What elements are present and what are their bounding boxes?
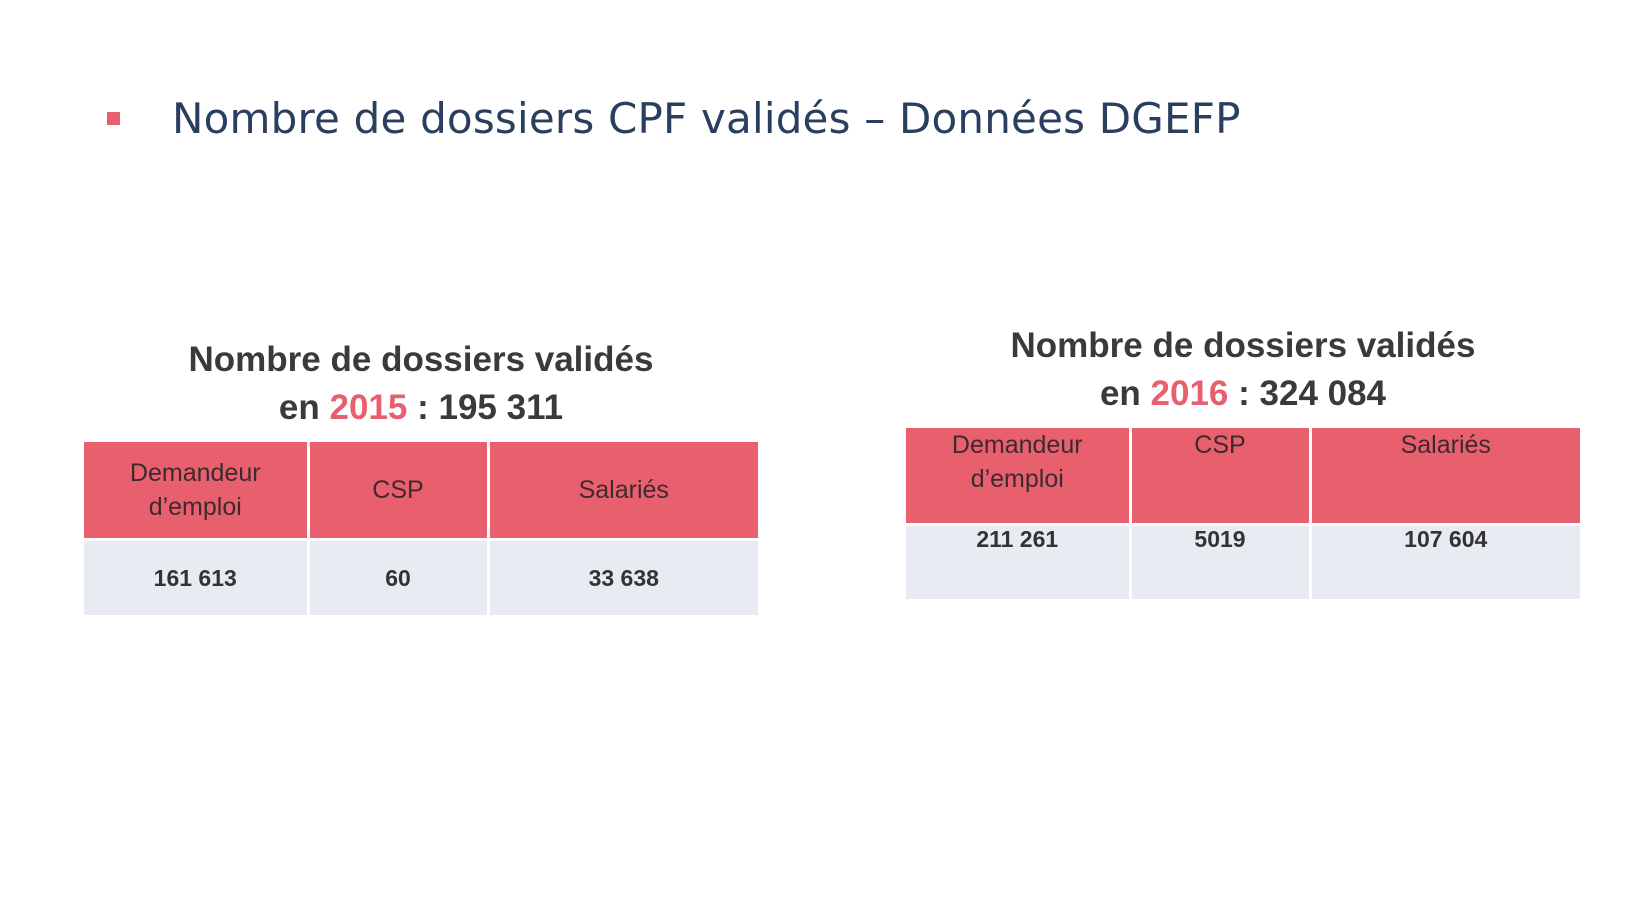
panel-2015: Nombre de dossiers validés en 2015 : 195…: [84, 336, 758, 615]
column-header-demandeur: Demandeur d’emploi: [906, 428, 1132, 526]
cell-salaries: 33 638: [488, 539, 758, 615]
panel-heading-line1: Nombre de dossiers validés: [188, 340, 654, 379]
panel-heading-line2: en 2016 : 324 084: [906, 370, 1580, 418]
table-row: 211 261 5019 107 604: [906, 524, 1580, 599]
slide-title: Nombre de dossiers CPF validés – Données…: [107, 88, 1241, 148]
heading-prefix: en: [278, 388, 330, 427]
panel-heading-line2: en 2015 : 195 311: [84, 384, 758, 432]
column-header-csp: CSP: [308, 442, 490, 541]
heading-total: : 324 084: [1228, 374, 1387, 413]
cell-demandeur: 211 261: [906, 524, 1132, 599]
cell-demandeur: 161 613: [84, 539, 310, 615]
column-header-csp: CSP: [1130, 428, 1312, 526]
slide-title-text: Nombre de dossiers CPF validés – Données…: [172, 93, 1241, 143]
table-header-row: Demandeur d’emploi CSP Salariés: [906, 428, 1580, 526]
table-row: 161 613 60 33 638: [84, 539, 758, 615]
column-header-demandeur: Demandeur d’emploi: [84, 442, 310, 541]
cell-csp: 5019: [1130, 524, 1312, 599]
table-header-row: Demandeur d’emploi CSP Salariés: [84, 442, 758, 541]
cell-salaries: 107 604: [1310, 524, 1580, 599]
heading-year: 2016: [1150, 374, 1229, 413]
cell-csp: 60: [308, 539, 490, 615]
panel-heading: Nombre de dossiers validés en 2016 : 324…: [906, 322, 1580, 418]
column-header-salaries: Salariés: [488, 442, 758, 541]
panel-heading: Nombre de dossiers validés en 2015 : 195…: [84, 336, 758, 432]
data-table: Demandeur d’emploi CSP Salariés 211 261 …: [906, 428, 1580, 599]
panel-heading-line1: Nombre de dossiers validés: [1010, 326, 1476, 365]
data-table: Demandeur d’emploi CSP Salariés 161 613 …: [84, 442, 758, 615]
bullet-square-icon: [107, 111, 120, 125]
heading-prefix: en: [1099, 374, 1151, 413]
heading-year: 2015: [329, 388, 408, 427]
heading-total: : 195 311: [407, 388, 564, 427]
panel-2016: Nombre de dossiers validés en 2016 : 324…: [906, 322, 1580, 599]
column-header-salaries: Salariés: [1310, 428, 1580, 526]
